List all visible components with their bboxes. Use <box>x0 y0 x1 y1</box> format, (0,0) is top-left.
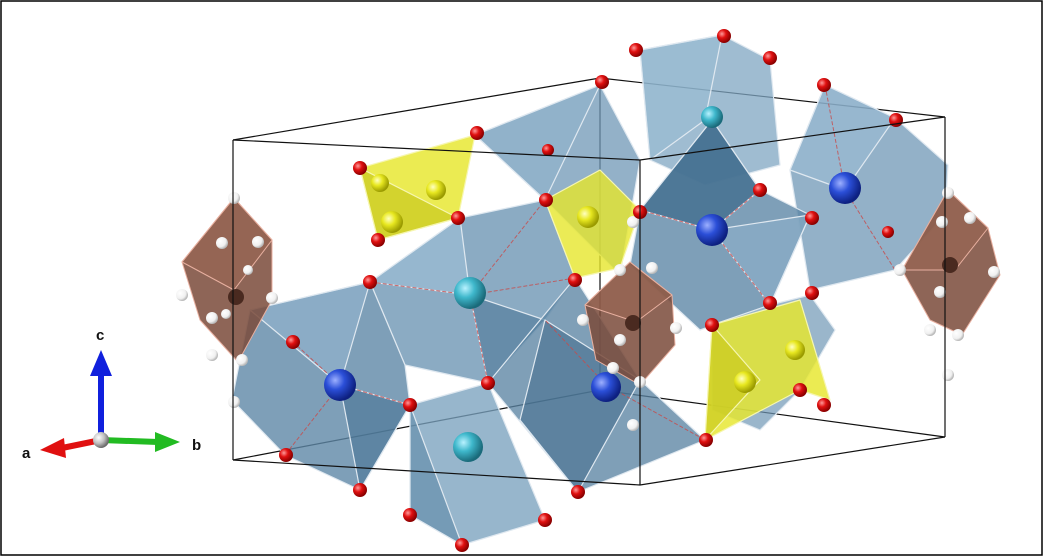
oxygen-atoms <box>279 29 903 552</box>
bonds <box>284 84 896 456</box>
b-axis-label: b <box>192 437 201 454</box>
yellow-atom <box>426 180 446 200</box>
unit-cell-front <box>232 116 946 486</box>
cations <box>228 106 958 462</box>
brown-atom <box>625 315 641 331</box>
blue-atom <box>829 172 861 204</box>
yellow-atom <box>785 340 805 360</box>
yellow-atom <box>371 174 389 192</box>
blue-atom <box>696 214 728 246</box>
yellow-atom <box>577 206 599 228</box>
a-axis-arrowhead <box>40 438 66 458</box>
cyan-atom <box>701 106 723 128</box>
cyan-atom <box>454 277 486 309</box>
brown-atom <box>228 289 244 305</box>
cyan-atom <box>453 432 483 462</box>
axes-origin <box>93 432 109 448</box>
c-axis-arrowhead <box>90 350 112 376</box>
orientation-axes: c b a <box>22 327 201 462</box>
yellow-atom <box>734 371 756 393</box>
large-polyhedra <box>231 34 949 546</box>
c-axis-label: c <box>96 327 104 344</box>
b-axis-arrowhead <box>155 432 180 452</box>
yellow-atom <box>381 211 403 233</box>
brown-atom <box>942 257 958 273</box>
blue-atom <box>591 372 621 402</box>
a-axis-label: a <box>22 445 31 462</box>
blue-atom <box>324 369 356 401</box>
b-axis-arrow <box>100 437 159 445</box>
